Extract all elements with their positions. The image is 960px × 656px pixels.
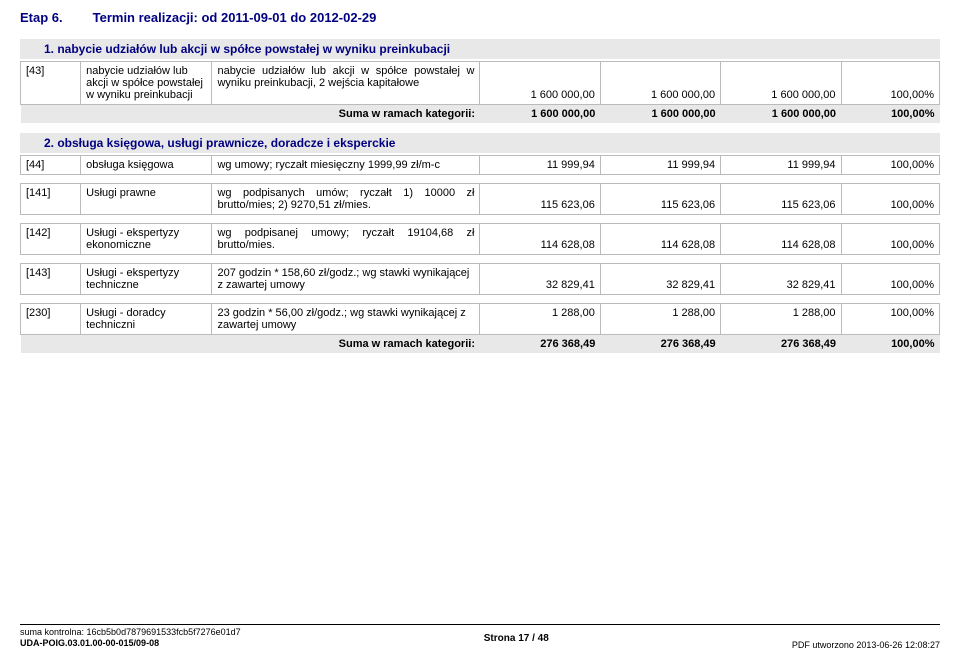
cell-name: nabycie udziałów lub akcji w spółce pows… xyxy=(81,62,212,105)
stage-term: Termin realizacji: od 2011-09-01 do 2012… xyxy=(93,10,377,25)
cell-value: 1 288,00 xyxy=(480,304,600,335)
cell-name: Usługi - ekspertyzy ekonomiczne xyxy=(81,224,212,255)
uda-code: UDA-POIG.03.01.00-00-015/09-08 xyxy=(20,638,241,650)
cell-value: 32 829,41 xyxy=(480,264,600,295)
page-number: Strona 17 / 48 xyxy=(484,633,549,644)
section-2-title: 2. obsługa księgowa, usługi prawnicze, d… xyxy=(20,133,940,153)
cell-value: 114 628,08 xyxy=(600,224,720,255)
cell-desc: 207 godzin * 158,60 zł/godz.; wg stawki … xyxy=(212,264,480,295)
cell-desc: wg umowy; ryczałt miesięczny 1999,99 zł/… xyxy=(212,156,480,175)
cell-pct: 100,00% xyxy=(841,184,939,215)
pdf-timestamp: PDF utworzono 2013-06-26 12:08:27 xyxy=(792,640,940,650)
sum-value: 276 368,49 xyxy=(721,335,841,354)
cell-id: [141] xyxy=(21,184,81,215)
cell-value: 115 623,06 xyxy=(721,184,841,215)
table-row: [230] Usługi - doradcy techniczni 23 god… xyxy=(21,304,940,335)
footer-left: suma kontrolna: 16cb5b0d7879691533fcb5f7… xyxy=(20,627,241,650)
sum-pct: 100,00% xyxy=(841,105,939,124)
section-2-table-230: [230] Usługi - doradcy techniczni 23 god… xyxy=(20,303,940,353)
cell-name: Usługi prawne xyxy=(81,184,212,215)
cell-name: obsługa księgowa xyxy=(81,156,212,175)
cell-value: 11 999,94 xyxy=(480,156,600,175)
footer: suma kontrolna: 16cb5b0d7879691533fcb5f7… xyxy=(20,624,940,650)
cell-value: 32 829,41 xyxy=(600,264,720,295)
sum-value: 276 368,49 xyxy=(480,335,600,354)
sum-value: 1 600 000,00 xyxy=(480,105,600,124)
cell-value: 115 623,06 xyxy=(600,184,720,215)
cell-id: [230] xyxy=(21,304,81,335)
sum-value: 1 600 000,00 xyxy=(600,105,720,124)
cell-value: 1 288,00 xyxy=(600,304,720,335)
cell-desc: 23 godzin * 56,00 zł/godz.; wg stawki wy… xyxy=(212,304,480,335)
stage-label: Etap 6. xyxy=(20,10,63,25)
cell-value: 114 628,08 xyxy=(721,224,841,255)
table-row: [141] Usługi prawne wg podpisanych umów;… xyxy=(21,184,940,215)
cell-desc: nabycie udziałów lub akcji w spółce pows… xyxy=(212,62,480,105)
cell-name: Usługi - ekspertyzy techniczne xyxy=(81,264,212,295)
sum-pct: 100,00% xyxy=(841,335,939,354)
table-row: [143] Usługi - ekspertyzy techniczne 207… xyxy=(21,264,940,295)
sum-label: Suma w ramach kategorii: xyxy=(21,335,480,354)
section-2-table-44: [44] obsługa księgowa wg umowy; ryczałt … xyxy=(20,155,940,175)
cell-value: 1 600 000,00 xyxy=(600,62,720,105)
cell-id: [142] xyxy=(21,224,81,255)
cell-id: [43] xyxy=(21,62,81,105)
sum-row: Suma w ramach kategorii: 276 368,49 276 … xyxy=(21,335,940,354)
cell-id: [44] xyxy=(21,156,81,175)
cell-value: 32 829,41 xyxy=(721,264,841,295)
cell-value: 1 288,00 xyxy=(721,304,841,335)
cell-pct: 100,00% xyxy=(841,264,939,295)
cell-value: 1 600 000,00 xyxy=(721,62,841,105)
checksum-text: suma kontrolna: 16cb5b0d7879691533fcb5f7… xyxy=(20,627,241,639)
sum-row: Suma w ramach kategorii: 1 600 000,00 1 … xyxy=(21,105,940,124)
section-2-table-143: [143] Usługi - ekspertyzy techniczne 207… xyxy=(20,263,940,295)
sum-value: 276 368,49 xyxy=(600,335,720,354)
cell-pct: 100,00% xyxy=(841,224,939,255)
table-row: [43] nabycie udziałów lub akcji w spółce… xyxy=(21,62,940,105)
sum-value: 1 600 000,00 xyxy=(721,105,841,124)
section-1-table: [43] nabycie udziałów lub akcji w spółce… xyxy=(20,61,940,123)
cell-pct: 100,00% xyxy=(841,156,939,175)
table-row: [44] obsługa księgowa wg umowy; ryczałt … xyxy=(21,156,940,175)
section-1-title: 1. nabycie udziałów lub akcji w spółce p… xyxy=(20,39,940,59)
cell-pct: 100,00% xyxy=(841,304,939,335)
stage-header: Etap 6. Termin realizacji: od 2011-09-01… xyxy=(20,10,940,25)
cell-value: 114 628,08 xyxy=(480,224,600,255)
cell-desc: wg podpisanej umowy; ryczałt 19104,68 zł… xyxy=(212,224,480,255)
cell-pct: 100,00% xyxy=(841,62,939,105)
cell-name: Usługi - doradcy techniczni xyxy=(81,304,212,335)
cell-id: [143] xyxy=(21,264,81,295)
section-2-table-142: [142] Usługi - ekspertyzy ekonomiczne wg… xyxy=(20,223,940,255)
section-2-table-141: [141] Usługi prawne wg podpisanych umów;… xyxy=(20,183,940,215)
cell-value: 11 999,94 xyxy=(600,156,720,175)
table-row: [142] Usługi - ekspertyzy ekonomiczne wg… xyxy=(21,224,940,255)
cell-desc: wg podpisanych umów; ryczałt 1) 10000 zł… xyxy=(212,184,480,215)
sum-label: Suma w ramach kategorii: xyxy=(21,105,480,124)
cell-value: 1 600 000,00 xyxy=(480,62,600,105)
cell-value: 11 999,94 xyxy=(721,156,841,175)
cell-value: 115 623,06 xyxy=(480,184,600,215)
